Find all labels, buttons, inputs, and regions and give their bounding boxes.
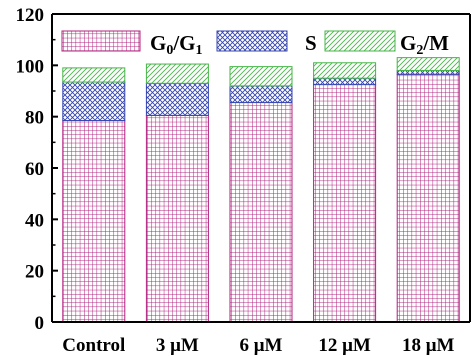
x-tick-label: Control — [62, 335, 125, 356]
legend-label-mid: /M — [422, 31, 449, 55]
legend-label-subscript: 0 — [166, 43, 173, 58]
y-tick-label: 100 — [16, 56, 45, 77]
legend-swatch-3 — [324, 30, 396, 52]
legend-label-subscript: 1 — [196, 43, 203, 58]
bar-segment-2-1 — [62, 81, 126, 122]
legend: G0/G1 S G2/M — [61, 30, 449, 58]
bar-segment-3-3 — [229, 66, 293, 87]
y-tick-label: 0 — [35, 313, 45, 334]
legend-label-1: G0/G1 — [150, 31, 203, 58]
legend-label-3: G2/M — [400, 31, 449, 58]
y-tick-label: 40 — [25, 210, 44, 231]
bar-segment-1-3 — [229, 102, 293, 323]
bar-segment-3-1 — [62, 67, 126, 83]
legend-label-main: G — [400, 31, 416, 55]
y-tick-label: 80 — [25, 108, 44, 129]
legend-label-main: G — [150, 31, 166, 55]
bar-segment-2-5 — [396, 69, 460, 75]
bar-segment-3-5 — [396, 57, 460, 71]
legend-label-subscript: 2 — [416, 43, 423, 58]
bar-segment-2-4 — [313, 77, 377, 86]
x-tick-label: 3 μM — [156, 335, 199, 356]
legend-swatch-1 — [61, 30, 141, 52]
bar-segment-3-4 — [313, 62, 377, 79]
bar-segment-1-1 — [62, 120, 126, 323]
x-tick-label: 12 μM — [318, 335, 371, 356]
bar-segment-1-2 — [145, 114, 209, 323]
bar-segment-2-3 — [229, 85, 293, 104]
bar-segment-3-2 — [145, 63, 209, 84]
x-tick-label: 6 μM — [240, 335, 283, 356]
legend-label-2: S — [305, 31, 317, 55]
bar-segment-1-4 — [313, 84, 377, 323]
legend-label-main: S — [305, 31, 317, 55]
bar-segment-1-5 — [396, 73, 460, 323]
y-tick-label: 120 — [16, 5, 45, 26]
plot-area — [62, 57, 460, 323]
legend-label-mid: /G — [172, 31, 195, 55]
x-tick-label: 18 μM — [402, 335, 455, 356]
bar-segment-2-2 — [145, 82, 209, 116]
y-tick-label: 20 — [25, 262, 44, 283]
legend-swatch-2 — [216, 30, 288, 52]
y-tick-label: 60 — [25, 159, 44, 180]
